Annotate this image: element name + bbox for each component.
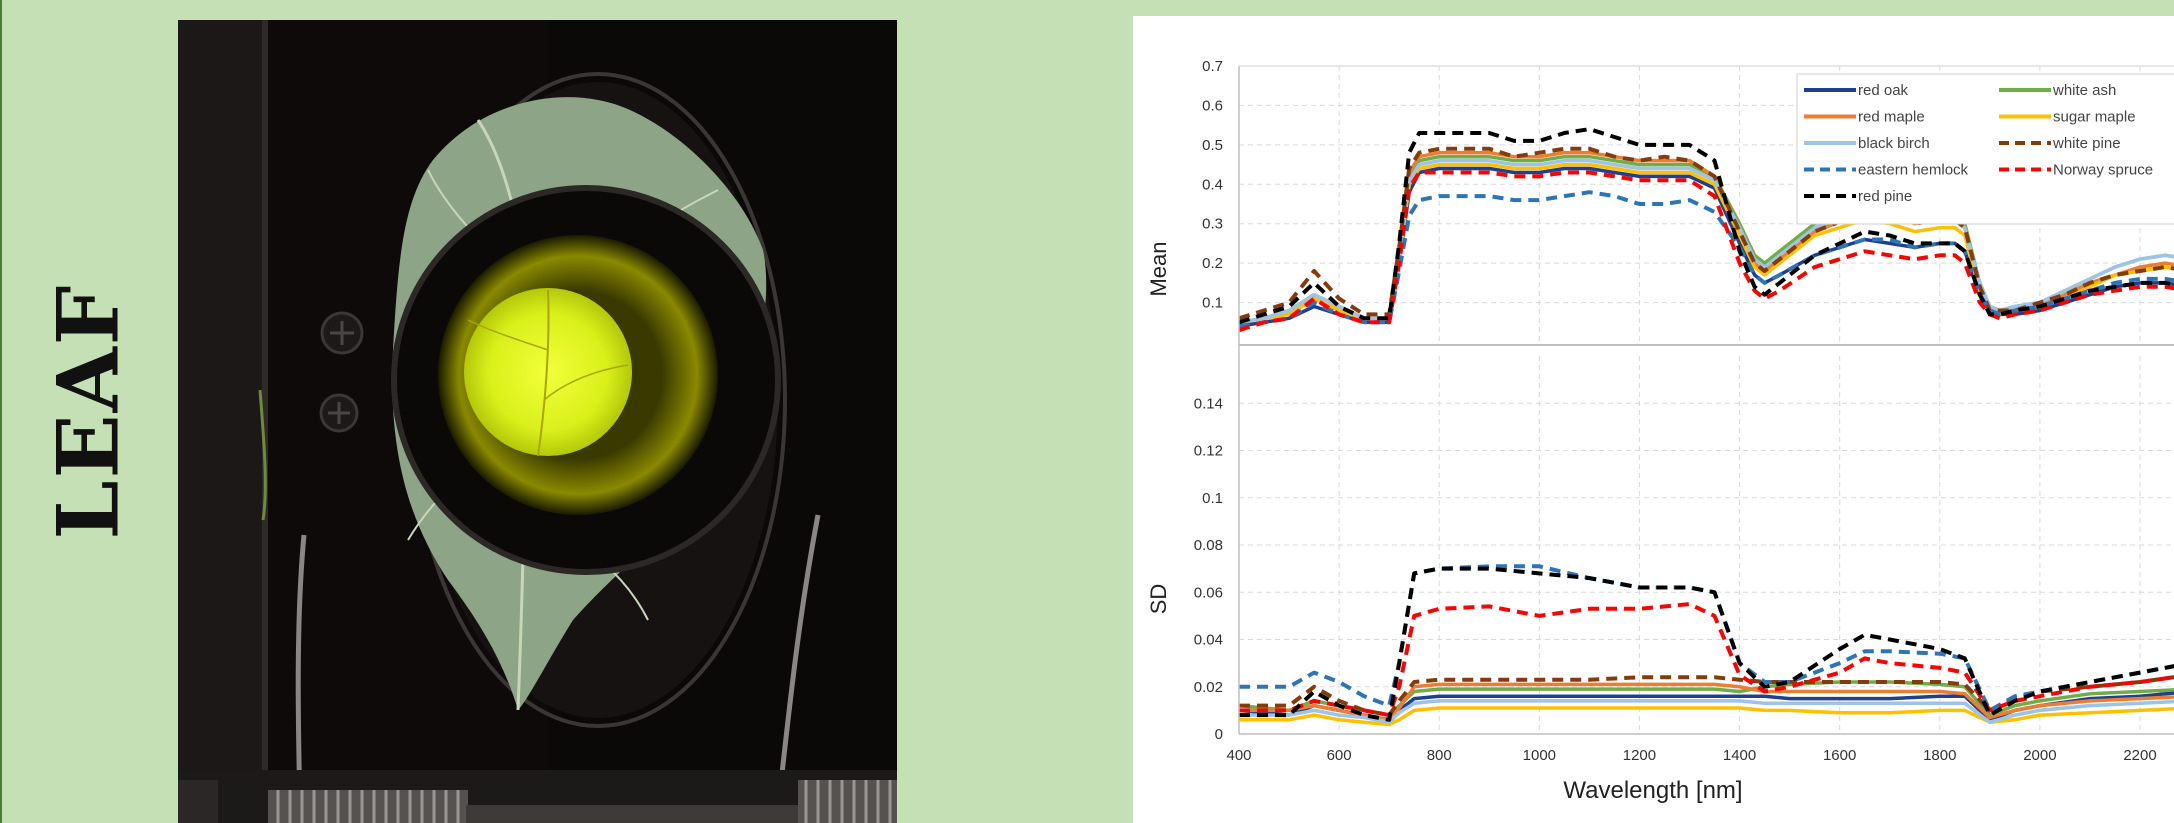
x-tick-label: 600 [1327, 747, 1352, 764]
x-tick-label: 1800 [1923, 747, 1956, 764]
x-tick-label: 400 [1226, 747, 1251, 764]
y-tick-label: 0.04 [1194, 632, 1223, 649]
y-tick-label: 0.06 [1194, 584, 1223, 601]
leaf-title-text: LEAF [38, 283, 138, 540]
legend-label-red-maple: red maple [1858, 109, 1925, 126]
leaf-title: LEAF [39, 0, 138, 823]
legend-label-norway-spruce: Norway spruce [2053, 162, 2153, 179]
chart-legend: red oak red maple black birch eastern hemlo… [1796, 73, 2174, 225]
series-line-red-pine-mean [1239, 127, 2174, 325]
sd-plot: 0 0.02 0.04 0.06 0.08 0.1 0.12 0.14 400 600 800 100… [1194, 356, 2174, 764]
frame-border-line [0, 0, 2, 823]
y-tick-label: 0.1 [1202, 295, 1223, 312]
legend-label-red-oak: red oak [1858, 82, 1909, 99]
y-tick-label: 0 [1215, 726, 1223, 743]
y-tick-label: 0.3 [1202, 216, 1223, 233]
series-line-red-pine-sd [1239, 566, 2174, 722]
x-tick-label: 1400 [1723, 747, 1756, 764]
y-tick-label: 0.2 [1202, 255, 1223, 272]
x-tick-label: 800 [1427, 747, 1452, 764]
legend-box [1796, 73, 2174, 225]
legend-label-eastern-hemlock: eastern hemlock [1858, 162, 1969, 179]
legend-label-white-ash: white ash [2052, 82, 2116, 99]
y-tick-label: 0.08 [1194, 537, 1223, 554]
leaf-sample-holder-photo [178, 20, 897, 823]
y-axis-label-sd: SD [1146, 584, 1171, 615]
y-tick-label: 0.5 [1202, 137, 1223, 154]
y-tick-label: 0.1 [1202, 490, 1223, 507]
x-axis-label: Wavelength [nm] [1563, 777, 1742, 804]
spectral-chart: 0.10.20.30.40.50.60.7 00.020.040.060.080… [1146, 58, 2174, 804]
series-line-norway-spruce-mean [1239, 170, 2174, 333]
series-line-white-pine-mean [1239, 146, 2174, 321]
y-tick-label: 0.02 [1194, 679, 1223, 696]
series-line-norway-spruce-sd [1239, 602, 2174, 718]
x-tick-label: 2000 [2023, 747, 2056, 764]
x-tick-label: 1600 [1823, 747, 1856, 764]
y-axis-label-mean: Mean [1146, 241, 1171, 296]
legend-label-black-birch: black birch [1858, 135, 1930, 152]
legend-label-red-pine: red pine [1858, 188, 1912, 205]
x-tick-label: 1000 [1523, 747, 1556, 764]
chart-panel: 0.1 0.2 0.3 0.4 0.5 0.6 0.7 0 0.02 0.04 0.06 0.08 0… [1133, 16, 2174, 823]
series-line-black-birch-sd [1239, 699, 2174, 724]
y-tick-label: 0.6 [1202, 97, 1223, 114]
y-tick-label: 0.12 [1194, 443, 1223, 460]
x-tick-label: 2200 [2123, 747, 2156, 764]
y-tick-label: 0.14 [1194, 395, 1223, 412]
legend-label-sugar-maple: sugar maple [2053, 109, 2136, 126]
series-line-sugar-maple-sd [1239, 706, 2174, 727]
y-tick-label: 0.7 [1202, 58, 1223, 75]
x-tick-label: 1200 [1623, 747, 1656, 764]
legend-label-white-pine: white pine [2052, 135, 2121, 152]
y-tick-label: 0.4 [1202, 176, 1223, 193]
